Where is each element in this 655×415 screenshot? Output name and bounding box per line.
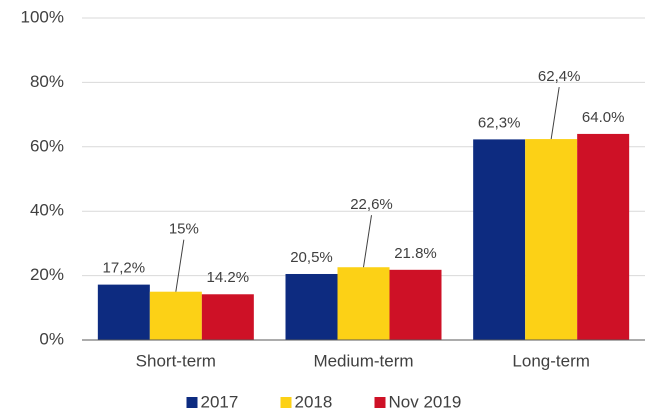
- value-label: 15%: [169, 221, 199, 238]
- value-label: 62,4%: [538, 68, 581, 85]
- value-label: 17,2%: [103, 260, 146, 277]
- bar: [285, 273, 338, 340]
- bar: [389, 269, 442, 340]
- value-label: 22,6%: [350, 196, 393, 213]
- x-tick-label: Long-term: [512, 351, 589, 370]
- x-tick-label: Medium-term: [313, 351, 413, 370]
- bar: [577, 133, 630, 340]
- bar: [337, 267, 390, 340]
- y-tick-label: 20%: [30, 265, 64, 284]
- bar: [201, 294, 254, 340]
- y-tick-label: 60%: [30, 136, 64, 155]
- y-tick-label: 100%: [21, 7, 64, 26]
- y-tick-label: 0%: [39, 329, 64, 348]
- y-tick-label: 40%: [30, 201, 64, 220]
- x-tick-label: Short-term: [136, 351, 216, 370]
- bar: [97, 284, 150, 340]
- legend-swatch: [186, 397, 198, 408]
- value-label: 62,3%: [478, 114, 521, 131]
- legend-label: Nov 2019: [389, 392, 462, 411]
- value-label: 21.8%: [394, 245, 437, 262]
- bar: [525, 139, 578, 340]
- value-label: 14.2%: [207, 269, 250, 286]
- legend-label: 2018: [295, 392, 333, 411]
- y-tick-label: 80%: [30, 72, 64, 91]
- leader-line: [363, 215, 372, 268]
- legend-label: 2017: [201, 392, 239, 411]
- value-label: 20,5%: [290, 249, 333, 266]
- leader-line: [175, 239, 185, 292]
- bar: [149, 291, 202, 340]
- value-label: 64.0%: [582, 109, 625, 126]
- legend-swatch: [280, 397, 292, 408]
- legend-swatch: [374, 397, 386, 408]
- bar: [473, 139, 526, 340]
- leader-line: [550, 86, 560, 140]
